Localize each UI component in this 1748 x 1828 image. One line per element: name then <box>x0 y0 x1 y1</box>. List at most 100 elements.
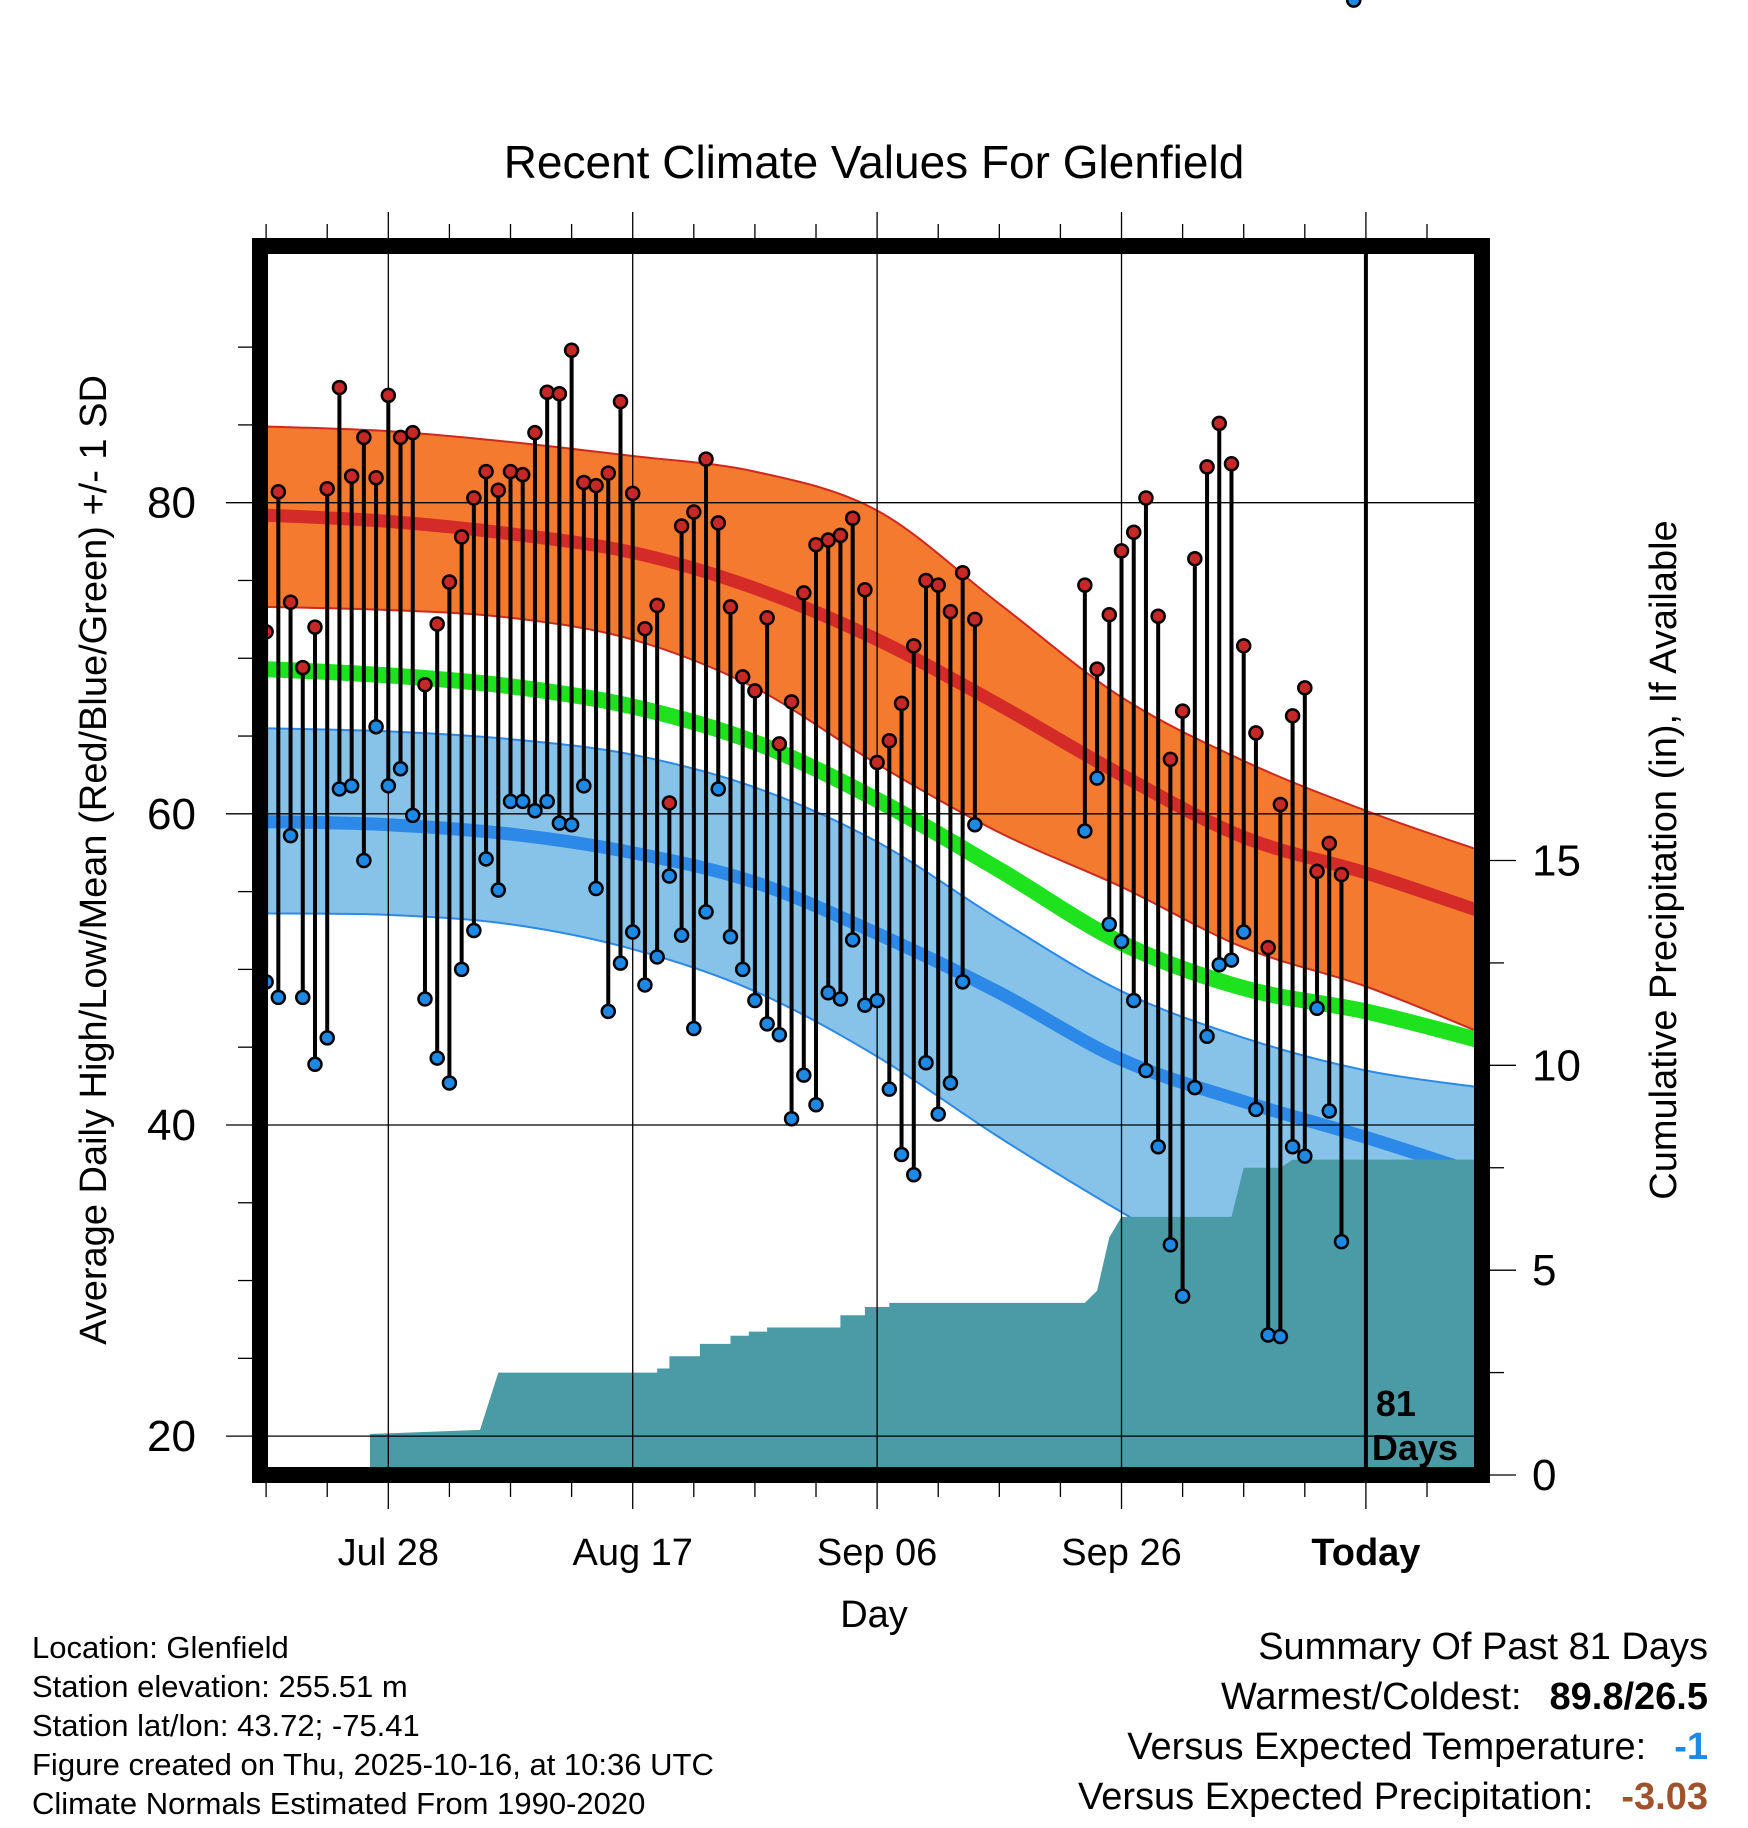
high-point <box>527 424 543 441</box>
low-point <box>1297 1148 1313 1164</box>
high-point <box>331 379 348 396</box>
high-point <box>490 482 507 498</box>
low-point <box>637 977 653 993</box>
station-elevation: Station elevation: 255.51 m <box>32 1669 408 1704</box>
chart-title: Recent Climate Values For Glenfield <box>504 136 1245 188</box>
today-days-count: 81 <box>1376 1383 1416 1424</box>
high-point <box>1309 863 1325 880</box>
high-point <box>844 510 861 526</box>
high-point <box>1138 490 1154 506</box>
high-point <box>759 610 775 626</box>
low-point <box>1113 933 1130 950</box>
station-latlon: Station lat/lon: 43.72; -75.41 <box>32 1708 420 1743</box>
y2-tick-label: 5 <box>1532 1246 1556 1295</box>
high-point <box>417 676 433 693</box>
summary-panel: Summary Of Past 81 Days Warmest/Coldest:… <box>1078 1622 1708 1822</box>
y2-tick-label: 15 <box>1532 837 1581 886</box>
high-point <box>1174 703 1191 719</box>
high-point <box>893 695 910 712</box>
low-point <box>1174 1288 1191 1304</box>
warm-cold-value: 89.8/26.5 <box>1549 1676 1708 1718</box>
low-point <box>649 949 665 965</box>
low-point <box>710 781 726 797</box>
low-point <box>490 882 507 898</box>
y-tick-label: 40 <box>147 1101 196 1150</box>
high-point <box>1260 939 1276 956</box>
low-point <box>893 1146 910 1163</box>
high-point <box>539 384 555 400</box>
low-point <box>734 961 751 978</box>
precip-departure-row: Versus Expected Precipitation: -3.03 <box>1078 1772 1708 1822</box>
low-point <box>820 984 836 1001</box>
low-point <box>343 778 360 794</box>
low-point <box>576 778 592 794</box>
high-point <box>1125 524 1142 540</box>
high-point <box>1150 608 1166 625</box>
high-point <box>1284 708 1301 724</box>
low-point <box>930 1106 946 1122</box>
high-point <box>869 754 885 771</box>
low-point <box>563 816 580 833</box>
low-point <box>918 1054 934 1071</box>
low-point <box>295 989 311 1006</box>
summary-title: Summary Of Past 81 Days <box>1258 1626 1708 1668</box>
low-point <box>588 880 604 897</box>
low-point <box>1284 1138 1301 1155</box>
low-point <box>600 1003 617 1020</box>
low-point <box>1235 924 1252 940</box>
low-point <box>1150 1138 1166 1155</box>
low-point <box>906 1167 922 1183</box>
low-point <box>1309 1000 1325 1017</box>
high-point <box>942 603 959 620</box>
low-point <box>869 992 885 1009</box>
low-point <box>368 718 384 735</box>
low-point <box>808 1096 824 1113</box>
y-tick-label: 80 <box>147 479 196 528</box>
high-point <box>722 599 739 615</box>
high-point <box>624 485 641 502</box>
y2-tick-label: 0 <box>1532 1451 1556 1500</box>
high-point <box>649 597 665 614</box>
low-point <box>1321 1103 1337 1119</box>
high-point <box>1211 415 1228 432</box>
low-point <box>527 802 543 819</box>
high-point <box>429 616 445 632</box>
high-point <box>1333 866 1350 883</box>
high-point <box>734 669 751 685</box>
low-point <box>942 1075 959 1091</box>
precip-departure-value: -3.03 <box>1621 1776 1708 1818</box>
low-point <box>380 778 397 794</box>
high-point <box>405 424 421 441</box>
low-point <box>551 815 568 831</box>
high-point <box>1199 459 1215 475</box>
high-point <box>1187 550 1203 567</box>
low-point <box>881 1081 898 1097</box>
low-point <box>954 974 971 990</box>
plot-frame <box>252 238 1490 1483</box>
low-point <box>624 924 641 940</box>
low-point <box>844 932 861 948</box>
high-point <box>954 564 971 581</box>
low-point <box>539 793 555 810</box>
high-point <box>441 574 458 590</box>
low-point <box>1199 1028 1215 1045</box>
low-point <box>1077 823 1093 839</box>
climate-normals-note: Climate Normals Estimated From 1990-2020 <box>32 1786 646 1821</box>
high-point <box>637 620 653 637</box>
high-point <box>1162 751 1179 768</box>
low-point <box>967 816 983 833</box>
high-point <box>881 732 898 749</box>
low-point <box>429 1050 445 1066</box>
high-point <box>282 594 299 611</box>
station-info: Location: Glenfield Station elevation: 2… <box>32 1628 714 1823</box>
low-point <box>747 992 763 1009</box>
high-point <box>343 468 360 484</box>
high-point <box>673 518 690 534</box>
temp-departure-label: Versus Expected Temperature: <box>1127 1726 1647 1768</box>
low-point <box>478 851 494 867</box>
high-point <box>906 638 922 654</box>
warm-cold-row: Warmest/Coldest: 89.8/26.5 <box>1078 1672 1708 1722</box>
temp-departure-value: -1 <box>1674 1726 1708 1768</box>
high-point <box>686 504 702 520</box>
low-point <box>466 922 482 939</box>
